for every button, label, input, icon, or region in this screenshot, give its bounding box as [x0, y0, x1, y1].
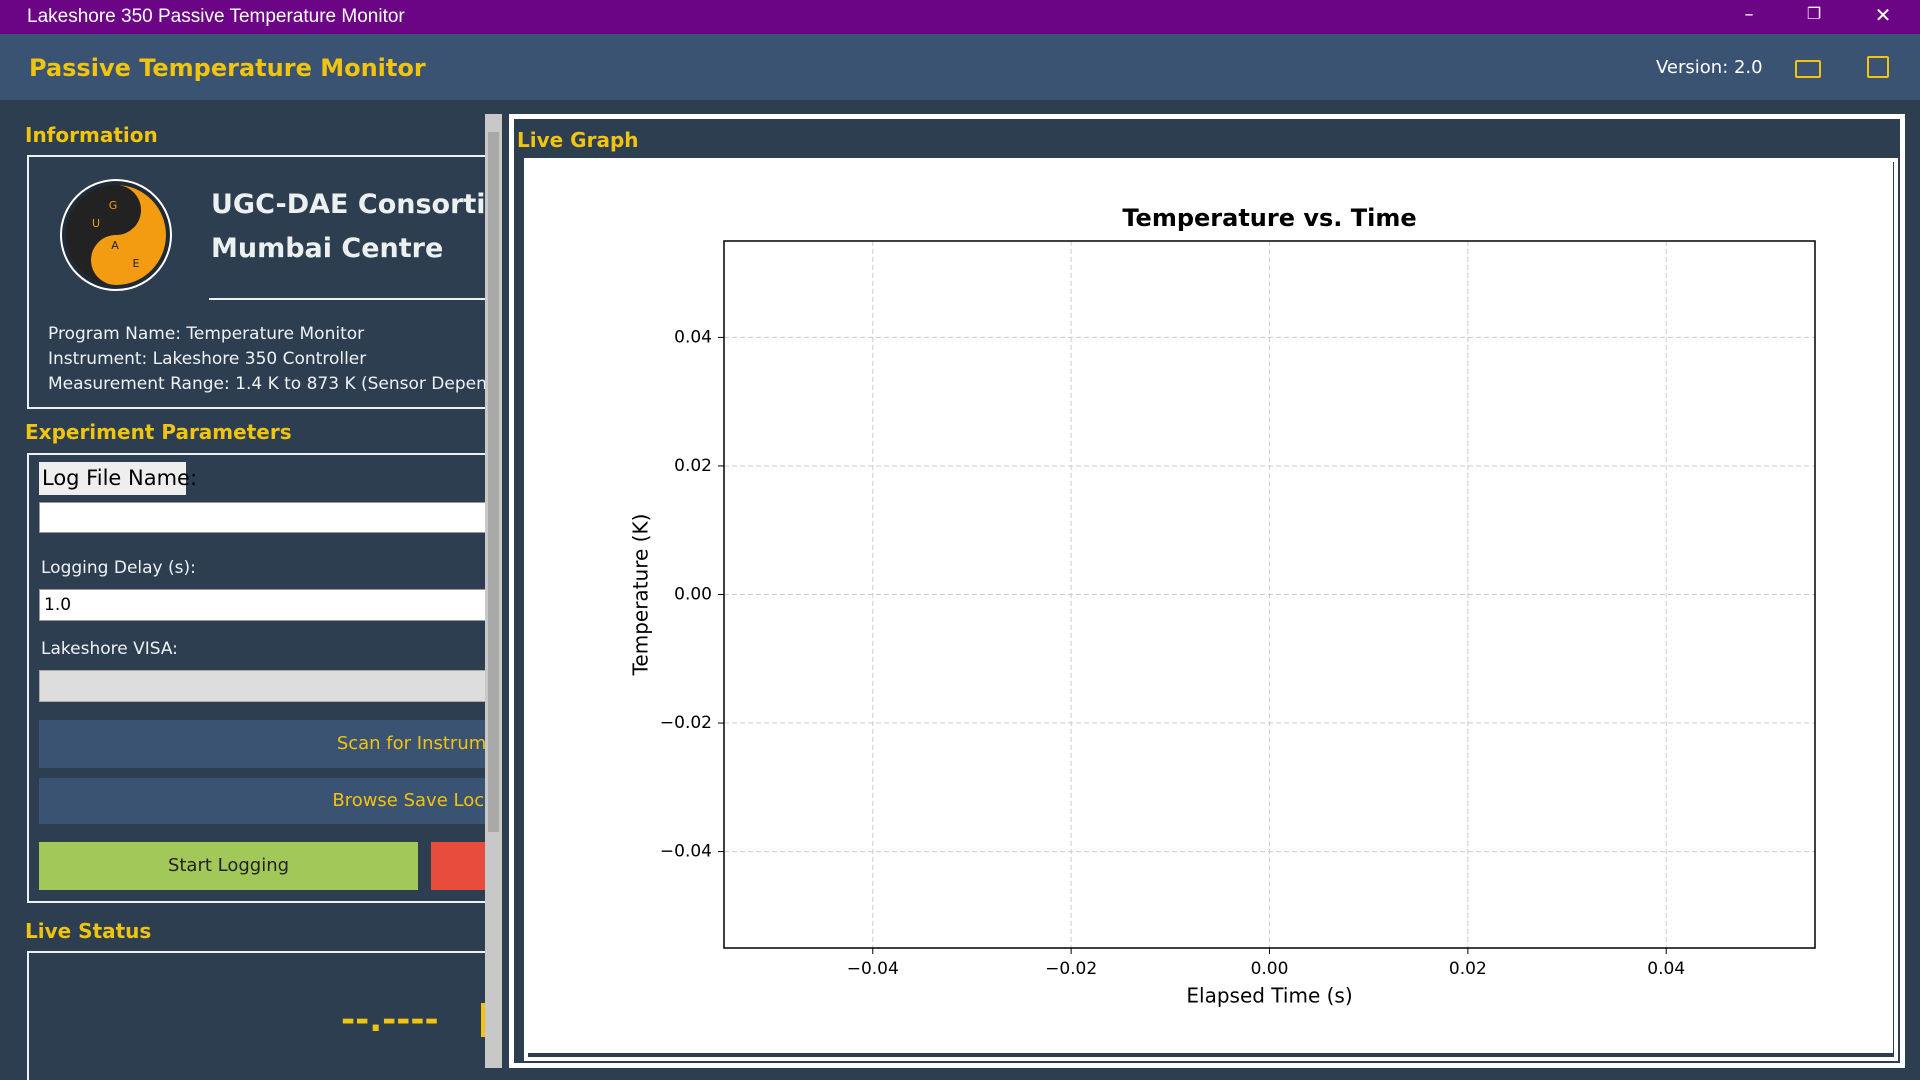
y-tick-label: −0.02	[660, 713, 712, 733]
logo-letter: A	[111, 239, 119, 252]
delay-input[interactable]: 1.0	[39, 589, 485, 621]
visa-combo[interactable]	[39, 670, 485, 702]
x-tick-label: 0.00	[1251, 959, 1289, 979]
log-file-input[interactable]	[39, 502, 485, 533]
program-name: Program Name: Temperature Monitor	[48, 324, 365, 344]
logo-letter: E	[133, 257, 140, 270]
scan-button[interactable]: Scan for Instruments	[39, 720, 485, 768]
close-button[interactable]: ✕	[1874, 3, 1892, 27]
logo-letter: C	[128, 217, 136, 230]
parameters-box	[27, 453, 485, 903]
y-tick-label: 0.04	[674, 327, 712, 347]
section-heading: Information	[25, 123, 158, 147]
y-tick-label: −0.04	[660, 842, 712, 862]
x-axis-label: Elapsed Time (s)	[1186, 984, 1352, 1008]
logo-letter: D	[94, 257, 102, 270]
y-axis-label: Temperature (K)	[629, 514, 653, 677]
logo-letter: U	[92, 217, 100, 230]
chart-title: Temperature vs. Time	[1122, 204, 1416, 232]
log-file-label: Log File Name:	[39, 462, 197, 495]
section-heading: Live Graph	[517, 128, 639, 152]
y-tick-label: 0.02	[674, 456, 712, 476]
measurement-range: Measurement Range: 1.4 K to 873 K (Senso…	[48, 374, 485, 394]
logo-letter: G	[109, 199, 118, 212]
delay-label: Logging Delay (s):	[41, 558, 196, 578]
scrollbar[interactable]	[485, 114, 502, 1068]
chart: Temperature vs. Time −0.04 −0.02 0.00 0.02 0.…	[524, 162, 1893, 1053]
axes-frame	[723, 240, 1816, 949]
x-tick-label: 0.04	[1647, 959, 1685, 979]
stop-button[interactable]	[431, 842, 485, 890]
status-indicator	[481, 1003, 485, 1037]
restore-button[interactable]: ❐	[1806, 4, 1822, 23]
scroll-thumb[interactable]	[488, 132, 499, 832]
instrument: Instrument: Lakeshore 350 Controller	[48, 349, 367, 369]
org-name: Mumbai Centre	[211, 233, 444, 264]
visa-label: Lakeshore VISA:	[41, 639, 178, 659]
temperature-reading: --.----	[341, 1000, 439, 1040]
header-title: Passive Temperature Monitor	[29, 54, 426, 82]
x-tick-label: −0.04	[847, 959, 899, 979]
version-label: Version: 2.0	[1656, 57, 1763, 78]
browse-button[interactable]: Browse Save Location	[39, 778, 485, 824]
org-name: UGC-DAE Consortium	[211, 189, 485, 220]
info-box: G U C A D E UGC-DAE Consortium Mumbai Ce…	[27, 155, 485, 409]
y-tick-label: 0.00	[674, 585, 712, 605]
start-button[interactable]: Start Logging	[39, 842, 418, 890]
divider	[209, 298, 485, 300]
x-tick-label: −0.02	[1045, 959, 1097, 979]
section-heading: Live Status	[25, 919, 152, 943]
left-panel: Information G U C A D E UGC-DAE Consorti…	[0, 100, 485, 1080]
status-box	[27, 951, 485, 1080]
minimize-button[interactable]: –	[1744, 4, 1754, 25]
logo: G U C A D E	[60, 179, 172, 291]
window-title: Lakeshore 350 Passive Temperature Monito…	[27, 6, 405, 27]
keyboard-icon[interactable]	[1795, 60, 1821, 78]
chart-icon[interactable]	[1867, 56, 1889, 78]
x-tick-label: 0.02	[1449, 959, 1487, 979]
section-heading: Experiment Parameters	[25, 420, 292, 444]
title-bar: Lakeshore 350 Passive Temperature Monito…	[0, 0, 1920, 34]
header-bar: Passive Temperature Monitor Version: 2.0	[0, 34, 1920, 100]
